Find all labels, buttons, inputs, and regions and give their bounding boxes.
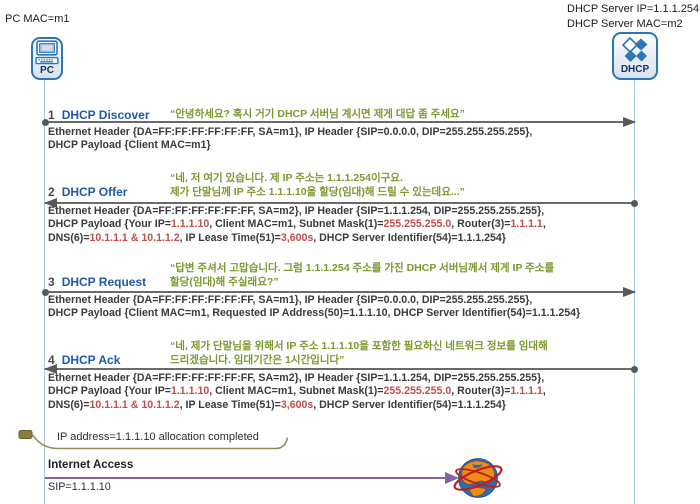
message-4-arrow xyxy=(44,363,638,374)
payload-segment: , Router(3)= xyxy=(451,218,511,231)
message-4-quote: “네, 제가 단말님을 위해서 IP 주소 1.1.1.10을 포함한 필요하신… xyxy=(170,340,548,367)
message-1-arrow xyxy=(42,116,636,127)
payload-segment: 1.1.1.1 xyxy=(510,385,543,398)
quote-line: “네, 저 여기 있습니다. 제 IP 주소는 1.1.1.254이구요. xyxy=(170,172,403,184)
payload-segment: 1.1.1.1 xyxy=(510,218,543,231)
message-2-quote: “네, 저 여기 있습니다. 제 IP 주소는 1.1.1.254이구요. 제가… xyxy=(170,172,465,199)
message-2-payload: Ethernet Header {DA=FF:FF:FF:FF:FF:FF, S… xyxy=(48,205,546,245)
payload-segment: , IP Lease Time(51)= xyxy=(179,231,281,244)
quote-line: 드리겠습니다. 임대기간은 1시간입니다” xyxy=(170,353,345,366)
payload-line: DNS(6)=10.1.1.1 & 10.1.1.2, IP Lease Tim… xyxy=(48,399,546,412)
payload-segment: 1.1.1.10 xyxy=(170,218,210,231)
payload-segment: DHCP Payload {Client MAC=m1} xyxy=(48,139,211,152)
payload-segment: 10.1.1.1 & 10.1.1.2 xyxy=(89,398,180,411)
payload-line: Ethernet Header {DA=FF:FF:FF:FF:FF:FF, S… xyxy=(48,126,532,139)
arrowhead-purple-icon xyxy=(445,471,459,484)
message-3-quote: “답변 주셔서 고맙습니다. 그럼 1.1.1.254 주소를 가진 DHCP … xyxy=(170,262,554,289)
payload-line: DHCP Payload {Your IP=1.1.1.10, Client M… xyxy=(48,385,546,398)
arrowhead-left-icon xyxy=(44,197,57,208)
dhcp-server-labels: DHCP Server IP=1.1.1.254 DHCP Server MAC… xyxy=(567,2,699,32)
arrow-origin-dot xyxy=(631,199,638,207)
payload-segment: , xyxy=(542,385,546,398)
payload-segment: , xyxy=(542,218,546,231)
payload-segment: 255.255.255.0 xyxy=(383,385,452,398)
payload-segment: Ethernet Header {DA=FF:FF:FF:FF:FF:FF, S… xyxy=(48,294,533,306)
message-3-payload: Ethernet Header {DA=FF:FF:FF:FF:FF:FF, S… xyxy=(48,294,580,321)
arrow-origin-dot xyxy=(631,365,638,373)
dhcp-node-label: DHCP xyxy=(620,64,650,75)
payload-segment: DHCP Payload {Client MAC=m1, Requested I… xyxy=(48,307,581,320)
pc-node: PC xyxy=(31,37,63,80)
arrowhead-left-icon xyxy=(44,363,57,374)
payload-segment: , DHCP Server Identifier(54)=1.1.1.254} xyxy=(313,231,506,244)
payload-segment: DNS(6)= xyxy=(48,231,90,244)
pc-mac-label: PC MAC=m1 xyxy=(5,13,70,25)
arrowhead-right-icon xyxy=(623,116,636,127)
computer-icon xyxy=(35,40,59,65)
message-4-name: DHCP Ack xyxy=(61,353,121,367)
message-1-name: DHCP Discover xyxy=(61,108,150,122)
message-4-payload: Ethernet Header {DA=FF:FF:FF:FF:FF:FF, S… xyxy=(48,372,546,412)
message-2-title: 2 DHCP Offer xyxy=(48,186,127,199)
payload-segment: 3,600s xyxy=(280,398,314,411)
arrow-origin-dot xyxy=(42,118,49,126)
payload-line: Ethernet Header {DA=FF:FF:FF:FF:FF:FF, S… xyxy=(48,205,546,218)
quote-line: “답변 주셔서 고맙습니다. 그럼 1.1.1.254 주소를 가진 DHCP … xyxy=(170,262,555,274)
payload-segment: DHCP Payload {Your IP= xyxy=(48,385,171,398)
payload-segment: Ethernet Header {DA=FF:FF:FF:FF:FF:FF, S… xyxy=(48,205,545,217)
message-3-title: 3 DHCP Request xyxy=(48,276,146,289)
dhcp-server-ip-label: DHCP Server IP=1.1.1.254 xyxy=(567,3,700,15)
quote-line: 할당(임대)해 주실래요?” xyxy=(170,275,279,288)
message-3-number: 3 xyxy=(48,275,55,289)
dhcp-server-mac-label: DHCP Server MAC=m2 xyxy=(567,18,683,30)
allocation-complete-text: IP address=1.1.1.10 allocation completed xyxy=(57,431,259,443)
dhcp-diamonds-icon xyxy=(621,37,648,62)
message-2-number: 2 xyxy=(48,185,55,199)
payload-segment: 3,600s xyxy=(280,231,314,244)
quote-line: 제가 단말님께 IP 주소 1.1.1.10을 할당(임대)해 드릴 수 있는데… xyxy=(170,185,465,198)
payload-segment: 10.1.1.1 & 10.1.1.2 xyxy=(89,231,180,244)
payload-segment: , Client MAC=m1, Subnet Mask(1)= xyxy=(209,218,384,231)
payload-segment: 255.255.255.0 xyxy=(383,218,452,231)
payload-line: Ethernet Header {DA=FF:FF:FF:FF:FF:FF, S… xyxy=(48,372,546,385)
payload-line: Ethernet Header {DA=FF:FF:FF:FF:FF:FF, S… xyxy=(48,294,580,307)
arrowhead-right-icon xyxy=(623,286,636,297)
payload-segment: DNS(6)= xyxy=(48,398,90,411)
pc-node-label: PC xyxy=(40,65,54,76)
payload-segment: , Router(3)= xyxy=(451,385,511,398)
internet-access-sip: SIP=1.1.1.10 xyxy=(48,481,111,493)
quote-line: “안녕하세요? 혹시 거기 DHCP 서버님 계시면 제게 대답 좀 주세요” xyxy=(170,108,465,120)
payload-line: DHCP Payload {Client MAC=m1} xyxy=(48,139,532,152)
internet-globe-icon xyxy=(453,458,503,498)
message-1-number: 1 xyxy=(48,108,55,122)
payload-segment: , DHCP Server Identifier(54)=1.1.1.254} xyxy=(313,398,506,411)
payload-line: DHCP Payload {Client MAC=m1, Requested I… xyxy=(48,307,580,320)
payload-segment: Ethernet Header {DA=FF:FF:FF:FF:FF:FF, S… xyxy=(48,126,533,138)
message-1-payload: Ethernet Header {DA=FF:FF:FF:FF:FF:FF, S… xyxy=(48,126,532,153)
message-3-arrow xyxy=(42,286,636,297)
payload-segment: Ethernet Header {DA=FF:FF:FF:FF:FF:FF, S… xyxy=(48,372,545,384)
internet-access-arrow xyxy=(45,477,445,480)
quote-line: “네, 제가 단말님을 위해서 IP 주소 1.1.1.10을 포함한 필요하신… xyxy=(170,340,548,352)
payload-line: DHCP Payload {Your IP=1.1.1.10, Client M… xyxy=(48,218,546,231)
message-4-title: 4 DHCP Ack xyxy=(48,354,120,367)
dhcp-server-node: DHCP xyxy=(612,32,658,80)
message-2-arrow xyxy=(44,197,638,208)
message-2-name: DHCP Offer xyxy=(61,185,128,199)
payload-segment: , Client MAC=m1, Subnet Mask(1)= xyxy=(209,385,384,398)
payload-segment: , IP Lease Time(51)= xyxy=(179,398,281,411)
message-4-number: 4 xyxy=(48,353,55,367)
message-1-title: 1 DHCP Discover xyxy=(48,109,150,122)
payload-segment: 1.1.1.10 xyxy=(170,385,210,398)
payload-segment: DHCP Payload {Your IP= xyxy=(48,218,171,231)
message-1-quote: “안녕하세요? 혹시 거기 DHCP 서버님 계시면 제게 대답 좀 주세요” xyxy=(170,108,465,122)
lease-marker-icon xyxy=(18,430,289,450)
message-3-name: DHCP Request xyxy=(61,275,147,289)
arrow-origin-dot xyxy=(42,288,49,296)
internet-access-title: Internet Access xyxy=(48,459,134,471)
payload-line: DNS(6)=10.1.1.1 & 10.1.1.2, IP Lease Tim… xyxy=(48,232,546,245)
